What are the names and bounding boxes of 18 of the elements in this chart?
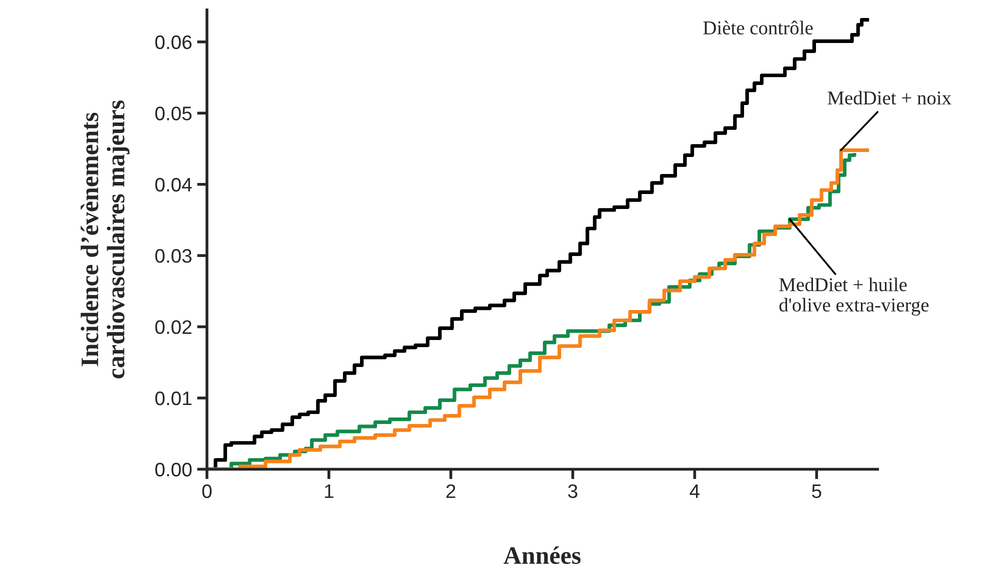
x-tick-label: 5 — [812, 484, 822, 498]
series-label: MedDiet + huile d'olive extra-vierge — [779, 278, 929, 316]
y-tick-label: 0.00 — [155, 462, 192, 476]
x-tick-label: 1 — [324, 484, 334, 498]
y-axis-title: Incidence d’évènements cardiovasculaires majeurs — [80, 100, 130, 378]
x-tick-label: 3 — [568, 484, 578, 498]
y-tick-label: 0.04 — [155, 178, 192, 192]
series-label: Diète contrôle — [703, 20, 813, 34]
x-tick-label: 2 — [446, 484, 456, 498]
y-tick-label: 0.03 — [155, 249, 192, 263]
x-axis-title: Années — [504, 546, 581, 564]
y-tick-label: 0.02 — [155, 320, 192, 334]
x-tick-label: 4 — [690, 484, 700, 498]
text: MedDiet + noix — [828, 90, 952, 105]
y-tick-label: 0.06 — [155, 35, 192, 50]
y-tick-label: 0.05 — [155, 106, 192, 120]
x-tick-label: 0 — [202, 484, 212, 498]
y-tick-label: 0.01 — [155, 391, 192, 406]
